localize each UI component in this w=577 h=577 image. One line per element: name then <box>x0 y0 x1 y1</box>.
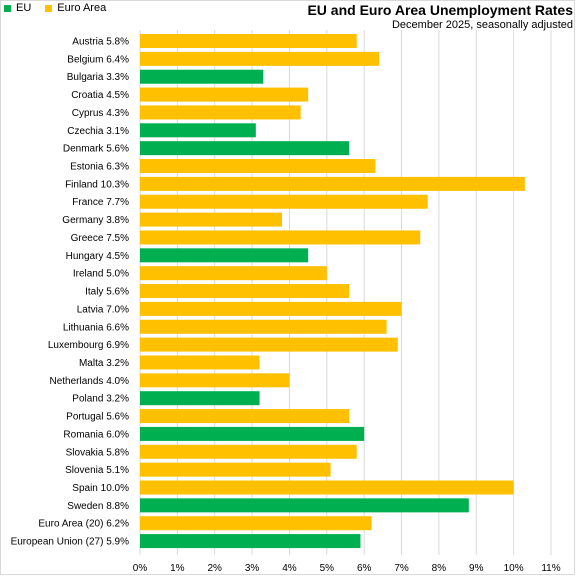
category-label: Romania 6.0% <box>63 429 129 440</box>
legend: EU Euro Area <box>4 2 120 14</box>
category-label: European Union (27) 5.9% <box>11 537 130 548</box>
bar <box>140 87 309 102</box>
category-label: Spain 10.0% <box>72 483 129 494</box>
bar <box>140 426 365 441</box>
chart-subtitle: December 2025, seasonally adjusted <box>391 19 573 31</box>
category-label: Latvia 7.0% <box>77 304 129 315</box>
x-tick-label: 6% <box>357 563 372 574</box>
legend-label-eu: EU <box>16 2 32 14</box>
category-label: Croatia 4.5% <box>71 90 129 101</box>
category-label: France 7.7% <box>72 197 129 208</box>
category-label: Poland 3.2% <box>72 394 129 405</box>
bar <box>140 319 387 334</box>
category-label: Finland 10.3% <box>65 179 129 190</box>
x-tick-label: 2% <box>208 563 223 574</box>
x-tick-label: 3% <box>245 563 260 574</box>
category-label: Ireland 5.0% <box>73 269 129 280</box>
category-label: Lithuania 6.6% <box>63 322 129 333</box>
bar <box>140 516 372 531</box>
x-tick-label: 11% <box>541 563 560 574</box>
bar <box>140 409 350 424</box>
bar <box>140 159 376 174</box>
x-tick-label: 9% <box>469 563 484 574</box>
bar <box>140 105 301 120</box>
bar <box>140 284 350 299</box>
category-label: Portugal 5.6% <box>66 412 129 423</box>
x-tick-label: 4% <box>282 563 297 574</box>
x-tick-label: 10% <box>504 563 524 574</box>
bar <box>140 51 380 66</box>
category-label: Hungary 4.5% <box>66 251 129 262</box>
legend-swatch-euro-area <box>45 4 53 12</box>
bar <box>140 248 309 263</box>
category-label: Slovenia 5.1% <box>65 465 129 476</box>
bar <box>140 480 514 495</box>
bar <box>140 230 421 245</box>
category-label: Germany 3.8% <box>62 215 129 226</box>
legend-label-euro-area: Euro Area <box>57 2 107 14</box>
category-label: Greece 7.5% <box>71 233 129 244</box>
bar <box>140 176 525 191</box>
x-tick-label: 8% <box>432 563 447 574</box>
category-label: Cyprus 4.3% <box>72 108 129 119</box>
bar <box>140 355 260 370</box>
bar <box>140 266 327 281</box>
category-label: Sweden 8.8% <box>67 501 129 512</box>
category-label: Austria 5.8% <box>72 37 129 48</box>
x-tick-label: 1% <box>170 563 185 574</box>
bar <box>140 462 331 477</box>
category-label: Estonia 6.3% <box>70 162 129 173</box>
bar <box>140 34 357 48</box>
bar <box>140 69 264 84</box>
bar <box>140 534 361 549</box>
category-label: Denmark 5.6% <box>63 144 129 155</box>
bar <box>140 123 256 138</box>
category-label: Malta 3.2% <box>79 358 129 369</box>
bar <box>140 337 398 352</box>
bar <box>140 301 402 316</box>
category-label: Czechia 3.1% <box>67 126 129 137</box>
category-label: Netherlands 4.0% <box>50 376 130 387</box>
category-label: Luxembourg 6.9% <box>48 340 129 351</box>
bar <box>140 141 350 156</box>
x-tick-label: 0% <box>133 563 148 574</box>
legend-item-euro-area: Euro Area <box>45 2 106 14</box>
category-label: Italy 5.6% <box>85 287 129 298</box>
legend-swatch-eu <box>4 4 11 12</box>
bar <box>140 373 290 388</box>
category-label: Slovakia 5.8% <box>66 447 129 458</box>
category-label: Euro Area (20) 6.2% <box>38 519 129 530</box>
legend-item-eu: EU <box>4 2 31 14</box>
bar <box>140 498 469 513</box>
bar <box>140 444 357 459</box>
category-label: Bulgaria 3.3% <box>67 72 129 83</box>
category-label: Belgium 6.4% <box>67 54 129 65</box>
x-tick-label: 7% <box>394 563 409 574</box>
bar <box>140 212 282 227</box>
bar <box>140 391 260 406</box>
bar <box>140 194 428 209</box>
x-tick-label: 5% <box>320 563 335 574</box>
chart-title: EU and Euro Area Unemployment Rates <box>307 2 573 18</box>
